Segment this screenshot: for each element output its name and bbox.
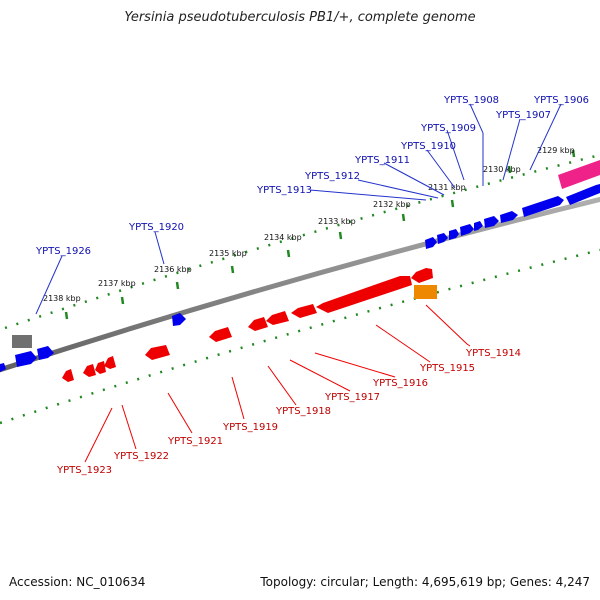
label-YPTS_1911[interactable]: YPTS_1911: [354, 155, 410, 166]
genome-summary-text: Topology: circular; Length: 4,695,619 bp…: [260, 575, 590, 589]
tick-label-2132: 2132 kbp: [373, 200, 411, 209]
minus-strand-genes: [62, 268, 433, 382]
label-YPTS_1912[interactable]: YPTS_1912: [304, 171, 360, 182]
genome-title: Yersinia pseudotuberculosis PB1/+, compl…: [124, 10, 476, 25]
label-YPTS_1916[interactable]: YPTS_1916: [372, 378, 428, 389]
label-YPTS_1906[interactable]: YPTS_1906: [533, 95, 589, 106]
minus-leaders: [84, 304, 471, 463]
tick-label-2138: 2138 kbp: [43, 294, 81, 303]
gene-YPTS_1926b-shape[interactable]: [15, 351, 37, 367]
major-ticks-upper: [64, 149, 576, 320]
label-YPTS_1923[interactable]: YPTS_1923: [56, 465, 112, 476]
label-YPTS_1922[interactable]: YPTS_1922: [113, 451, 169, 462]
gene-YPTS_1906-shape[interactable]: [566, 184, 600, 205]
tick-label-2129: 2129 kbp: [537, 146, 575, 155]
tick-label-2137: 2137 kbp: [98, 279, 136, 288]
accession-text: Accession: NC_010634: [9, 575, 146, 589]
gene-YPTS_1921-shape[interactable]: [145, 345, 170, 360]
gene-YPTS_1918-shape[interactable]: [248, 317, 268, 331]
tick-label-2130: 2130 kbp: [483, 165, 521, 174]
minus-tick-track: [0, 248, 600, 425]
plus-leaders: [35, 103, 562, 315]
pink-feature[interactable]: [558, 160, 600, 189]
gene-YPTS_1912-shape[interactable]: [449, 229, 459, 240]
gene-left-edge-shape[interactable]: [0, 363, 6, 372]
label-YPTS_1915[interactable]: YPTS_1915: [419, 363, 475, 374]
tick-label-2135: 2135 kbp: [209, 249, 247, 258]
gene-YPTS_1922-shape[interactable]: [104, 356, 116, 369]
label-YPTS_1913[interactable]: YPTS_1913: [256, 185, 312, 196]
gene-YPTS_1913-shape[interactable]: [437, 233, 448, 244]
gene-YPTS_1913b-shape[interactable]: [425, 237, 437, 249]
gene-YPTS_1922c-shape[interactable]: [83, 364, 96, 377]
gene-YPTS_1922b-shape[interactable]: [95, 361, 106, 374]
tick-label-2133: 2133 kbp: [318, 217, 356, 226]
tick-label-2134: 2134 kbp: [264, 233, 302, 242]
label-YPTS_1917[interactable]: YPTS_1917: [324, 392, 380, 403]
gene-YPTS_1916-shape[interactable]: [291, 304, 317, 318]
label-YPTS_1907[interactable]: YPTS_1907: [495, 110, 551, 121]
plus-strand-genes: [0, 184, 600, 372]
label-YPTS_1909[interactable]: YPTS_1909: [420, 123, 476, 134]
tick-label-2136: 2136 kbp: [154, 265, 192, 274]
label-YPTS_1920[interactable]: YPTS_1920: [128, 222, 184, 233]
gene-YPTS_1920-shape[interactable]: [172, 313, 186, 326]
gray-feature[interactable]: [12, 335, 32, 348]
gene-YPTS_1917-shape[interactable]: [266, 311, 289, 325]
label-YPTS_1910[interactable]: YPTS_1910: [400, 141, 456, 152]
gene-YPTS_1910-shape[interactable]: [474, 221, 483, 231]
label-YPTS_1921[interactable]: YPTS_1921: [167, 436, 223, 447]
genome-backbone: [0, 196, 600, 373]
gene-YPTS_1908-shape[interactable]: [500, 211, 518, 223]
gene-YPTS_1919-shape[interactable]: [209, 327, 232, 342]
label-YPTS_1918[interactable]: YPTS_1918: [275, 406, 331, 417]
gene-YPTS_1926-shape[interactable]: [37, 346, 54, 360]
label-YPTS_1919[interactable]: YPTS_1919: [222, 422, 278, 433]
gene-YPTS_1923-shape[interactable]: [62, 369, 74, 382]
gene-YPTS_1907-shape[interactable]: [522, 196, 564, 217]
gene-YPTS_1909-shape[interactable]: [484, 216, 499, 228]
label-YPTS_1908[interactable]: YPTS_1908: [443, 95, 499, 106]
gene-YPTS_1911-shape[interactable]: [460, 224, 474, 236]
gene-YPTS_1915-shape[interactable]: [316, 276, 412, 313]
tick-label-2131: 2131 kbp: [428, 183, 466, 192]
orange-feature[interactable]: [414, 285, 437, 299]
gene-YPTS_1914-shape[interactable]: [411, 268, 433, 283]
label-YPTS_1914[interactable]: YPTS_1914: [465, 348, 521, 359]
label-YPTS_1926[interactable]: YPTS_1926: [35, 246, 91, 257]
plus-tick-track: [4, 153, 600, 330]
